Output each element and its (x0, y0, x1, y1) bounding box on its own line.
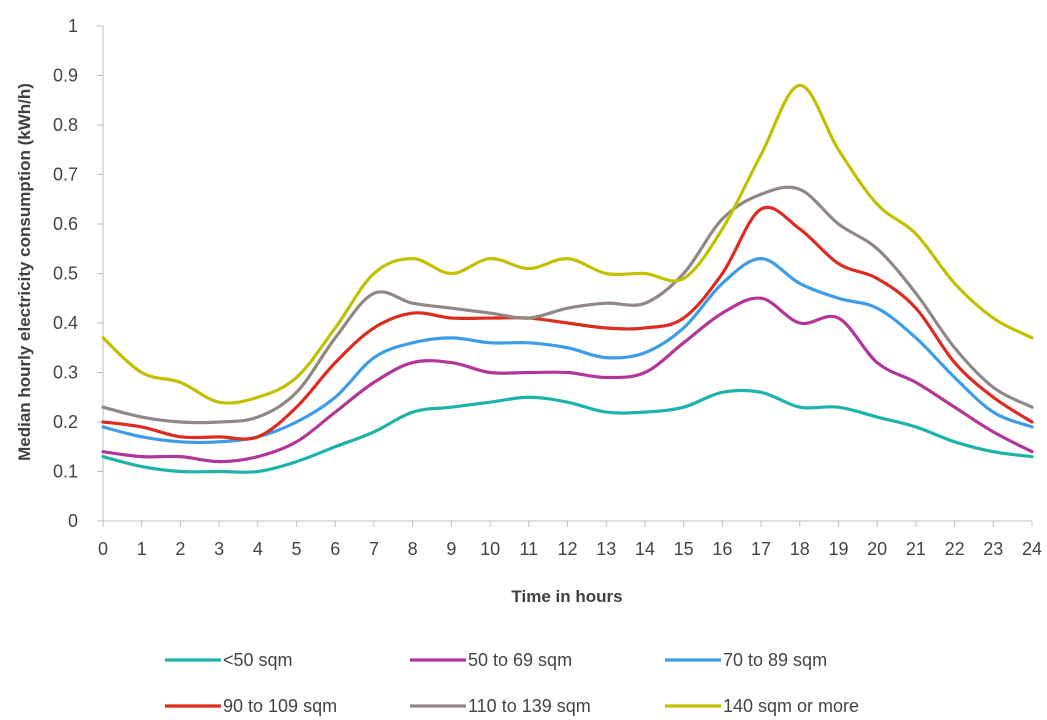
y-axis-title: Median hourly electricity consumption (k… (15, 83, 34, 461)
x-tick-label: 14 (635, 539, 655, 559)
legend-label-0: <50 sqm (223, 650, 293, 670)
y-tick-label: 0.5 (53, 264, 78, 284)
x-tick-label: 17 (751, 539, 771, 559)
x-tick-label: 19 (828, 539, 848, 559)
x-tick-label: 2 (175, 539, 185, 559)
x-tick-label: 5 (292, 539, 302, 559)
x-tick-label: 13 (596, 539, 616, 559)
x-tick-label: 11 (519, 539, 538, 559)
y-tick-label: 0.2 (53, 412, 78, 432)
x-tick-label: 1 (137, 539, 147, 559)
legend-label-1: 50 to 69 sqm (468, 650, 572, 670)
legend-label-2: 70 to 89 sqm (723, 650, 827, 670)
legend-label-5: 140 sqm or more (723, 696, 859, 716)
x-tick-label: 12 (557, 539, 577, 559)
x-tick-label: 16 (712, 539, 732, 559)
y-tick-label: 0.7 (53, 165, 78, 185)
legend-label-3: 90 to 109 sqm (223, 696, 337, 716)
series-lines (101, 83, 1034, 474)
series-line-5 (101, 83, 1034, 405)
x-tick-label: 0 (98, 539, 108, 559)
series-line-0 (101, 388, 1034, 474)
y-tick-label: 0.8 (53, 115, 78, 135)
y-tick-label: 0.3 (53, 363, 78, 383)
legend: <50 sqm 50 to 69 sqm 70 to 89 sqm 90 to 109… (165, 650, 859, 716)
y-tick-label: 0 (68, 511, 78, 531)
y-tick-labels: 0 0.1 0.2 0.3 0.4 0.5 0.6 0.7 0.8 0.9 1 (53, 16, 78, 531)
x-tick-label: 4 (253, 539, 263, 559)
x-tick-label: 10 (480, 539, 500, 559)
x-tick-label: 6 (330, 539, 340, 559)
x-tick-labels: 0 1 2 3 4 5 6 7 8 9 10 11 12 13 14 15 16 17 18 19 20 21 22 23 24 (98, 539, 1042, 559)
y-tick-label: 0.4 (53, 313, 78, 333)
x-tick-label: 3 (214, 539, 224, 559)
y-tick-label: 0.6 (53, 214, 78, 234)
x-tick-label: 20 (867, 539, 887, 559)
x-tick-label: 21 (906, 539, 926, 559)
axes (97, 25, 1033, 527)
x-tick-label: 7 (369, 539, 379, 559)
x-tick-label: 18 (790, 539, 810, 559)
x-tick-label: 15 (674, 539, 694, 559)
y-tick-label: 1 (68, 16, 78, 36)
x-tick-label: 22 (945, 539, 965, 559)
series-line-1 (101, 296, 1034, 464)
x-tick-label: 9 (446, 539, 456, 559)
y-tick-label: 0.9 (53, 66, 78, 86)
series-line-4 (101, 185, 1034, 425)
x-axis-title: Time in hours (511, 587, 622, 606)
x-tick-label: 8 (408, 539, 418, 559)
y-tick-label: 0.1 (53, 462, 78, 482)
x-tick-label: 24 (1022, 539, 1042, 559)
legend-label-4: 110 to 139 sqm (468, 696, 591, 716)
series-line-2 (101, 257, 1034, 445)
x-tick-label: 23 (983, 539, 1003, 559)
series-line-3 (101, 205, 1034, 441)
